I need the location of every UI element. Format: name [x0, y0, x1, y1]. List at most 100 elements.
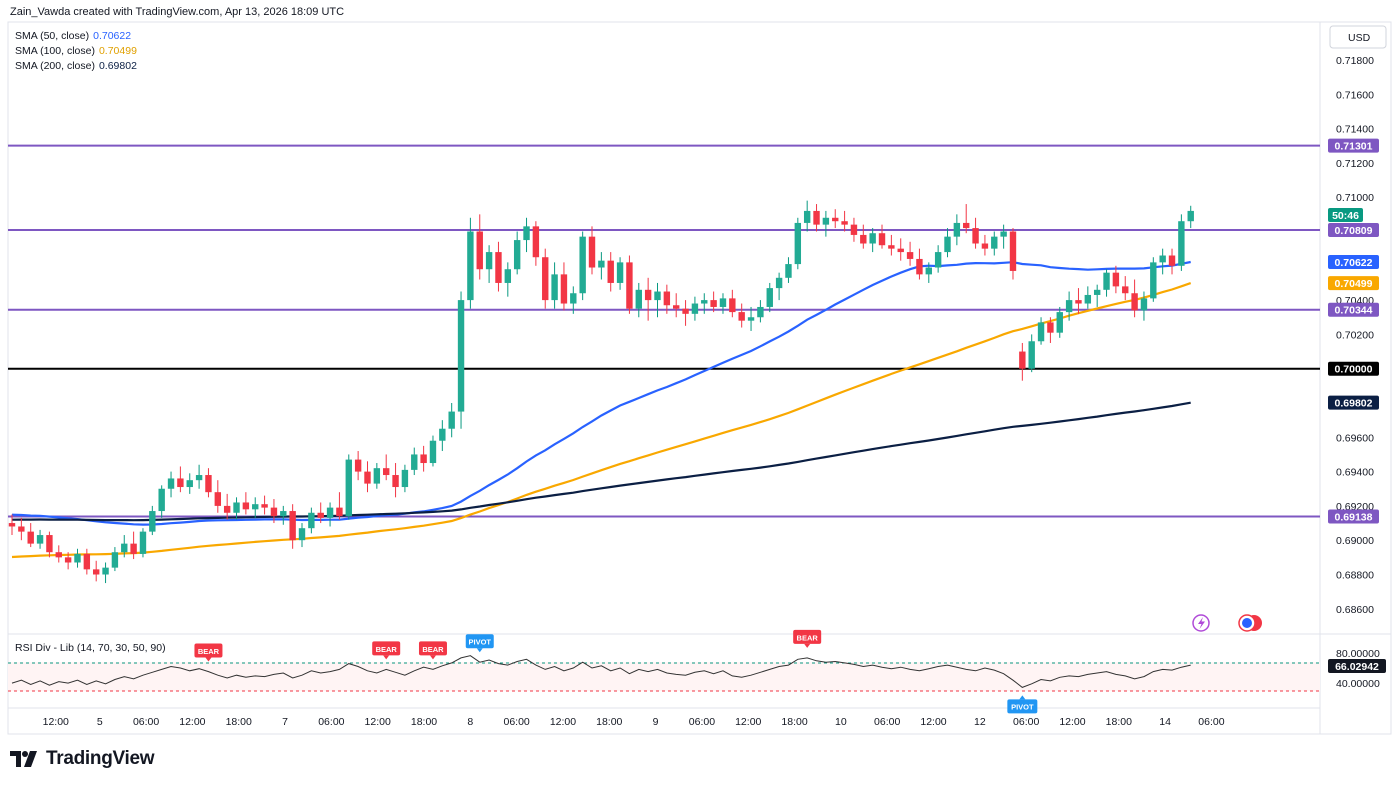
candle[interactable]: [467, 217, 474, 309]
candle[interactable]: [308, 507, 315, 534]
candle[interactable]: [701, 293, 708, 314]
candle[interactable]: [149, 505, 156, 536]
rsi-line[interactable]: [11, 655, 1191, 688]
signal-tag[interactable]: BEAR: [418, 641, 447, 660]
candle[interactable]: [411, 447, 418, 476]
candle[interactable]: [1140, 291, 1148, 321]
candle[interactable]: [233, 497, 240, 520]
candle[interactable]: [1178, 214, 1185, 271]
candle[interactable]: [803, 200, 811, 232]
candle[interactable]: [673, 293, 680, 318]
candle[interactable]: [495, 241, 502, 292]
candle[interactable]: [1168, 248, 1176, 275]
candle[interactable]: [860, 224, 867, 249]
candle[interactable]: [317, 502, 324, 524]
candle[interactable]: [747, 306, 755, 331]
candle[interactable]: [298, 523, 306, 548]
candle[interactable]: [729, 289, 736, 318]
candle[interactable]: [195, 464, 203, 489]
candle[interactable]: [981, 234, 989, 256]
sma-200-line[interactable]: [11, 401, 1191, 522]
candle[interactable]: [888, 234, 895, 256]
candle[interactable]: [83, 548, 91, 575]
candle[interactable]: [177, 466, 184, 493]
candle[interactable]: [27, 523, 34, 548]
candle[interactable]: [121, 535, 128, 558]
candle[interactable]: [261, 495, 268, 515]
candle[interactable]: [560, 262, 568, 311]
currency-selector[interactable]: [1329, 25, 1387, 49]
sma-50-line[interactable]: [11, 260, 1191, 526]
candle[interactable]: [401, 464, 409, 493]
candle[interactable]: [766, 282, 773, 313]
signal-tag[interactable]: BEAR: [194, 643, 223, 662]
candle[interactable]: [953, 214, 961, 246]
candle[interactable]: [607, 252, 614, 292]
candle[interactable]: [785, 257, 792, 283]
bolt-icon[interactable]: [1192, 614, 1210, 632]
candle[interactable]: [111, 547, 119, 572]
candle[interactable]: [1159, 248, 1166, 275]
candle[interactable]: [579, 231, 586, 301]
candle[interactable]: [18, 517, 25, 541]
candle[interactable]: [102, 562, 109, 584]
candle[interactable]: [1065, 291, 1073, 321]
candle[interactable]: [383, 454, 390, 481]
candle[interactable]: [925, 262, 932, 283]
candle[interactable]: [289, 504, 296, 549]
candle[interactable]: [1047, 317, 1054, 343]
sma-200-legend[interactable]: SMA (200, close) 0.69802: [15, 60, 137, 72]
candle[interactable]: [1019, 342, 1026, 381]
candle[interactable]: [588, 226, 596, 275]
candle[interactable]: [570, 286, 577, 314]
candle[interactable]: [850, 217, 858, 242]
candle[interactable]: [635, 282, 642, 318]
candle[interactable]: [719, 293, 727, 314]
candle[interactable]: [457, 291, 465, 429]
candle[interactable]: [916, 248, 923, 280]
candle[interactable]: [991, 231, 998, 256]
candle[interactable]: [1028, 334, 1035, 373]
candle[interactable]: [336, 492, 343, 520]
candle[interactable]: [963, 204, 970, 234]
candle[interactable]: [897, 238, 904, 261]
candle[interactable]: [1122, 276, 1129, 301]
signal-tag[interactable]: BEAR: [793, 629, 822, 648]
candle[interactable]: [373, 463, 381, 489]
candle[interactable]: [364, 461, 371, 493]
candle[interactable]: [878, 224, 886, 249]
candle[interactable]: [242, 492, 250, 515]
candle[interactable]: [616, 257, 624, 290]
candle[interactable]: [523, 217, 530, 253]
candle[interactable]: [1112, 265, 1120, 294]
candle[interactable]: [476, 214, 483, 280]
candle[interactable]: [542, 248, 549, 309]
candle[interactable]: [392, 463, 399, 498]
candle[interactable]: [775, 272, 783, 301]
candle[interactable]: [1150, 257, 1157, 302]
candle[interactable]: [1056, 306, 1063, 338]
candle[interactable]: [1084, 286, 1092, 309]
candle[interactable]: [448, 403, 455, 438]
candle[interactable]: [551, 262, 558, 309]
candle[interactable]: [158, 485, 165, 518]
candle[interactable]: [74, 548, 81, 568]
candle[interactable]: [691, 296, 699, 321]
candle[interactable]: [1000, 224, 1007, 249]
candle[interactable]: [1103, 269, 1110, 297]
price-chart[interactable]: USD 0.718000.716000.714000.712000.710000…: [0, 0, 1400, 740]
candle[interactable]: [354, 451, 362, 481]
candle[interactable]: [972, 217, 979, 249]
candle[interactable]: [906, 241, 914, 266]
candle[interactable]: [841, 210, 848, 232]
sma-100-line[interactable]: [11, 282, 1192, 559]
candle[interactable]: [139, 528, 147, 558]
candle[interactable]: [710, 291, 717, 313]
candle[interactable]: [1093, 284, 1101, 307]
candle[interactable]: [186, 473, 193, 494]
candle[interactable]: [682, 300, 689, 326]
candle[interactable]: [1037, 317, 1045, 345]
candle[interactable]: [130, 531, 137, 560]
candle[interactable]: [252, 497, 259, 518]
signal-tag[interactable]: BEAR: [372, 641, 401, 660]
